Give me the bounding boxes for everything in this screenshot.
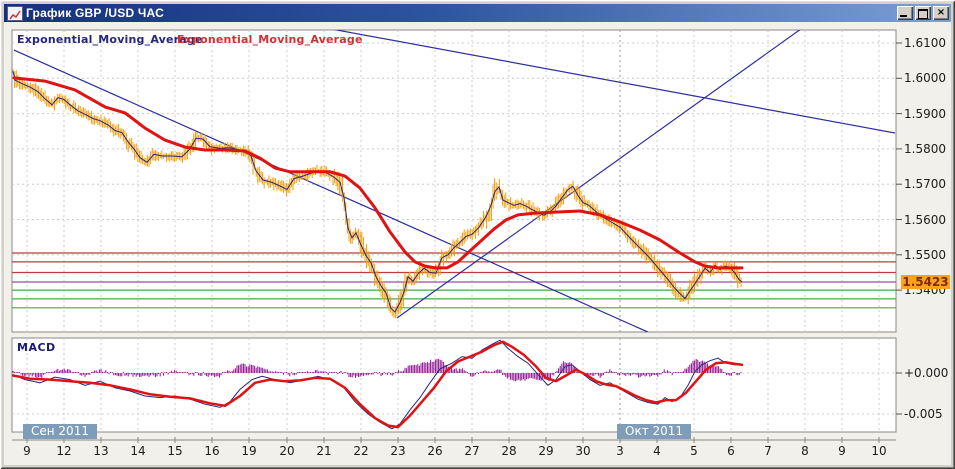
date-tick-label: 9 — [838, 444, 846, 458]
macd-indicator-label: MACD — [17, 341, 56, 354]
current-price-tag: 1.5423 — [901, 274, 950, 289]
macd-chart-area[interactable] — [12, 338, 896, 432]
price-tick-label: 1.5700 — [904, 177, 946, 192]
date-tick-label: 8 — [801, 444, 809, 458]
chart-canvas — [11, 29, 902, 443]
price-tick-label: 1.5900 — [904, 106, 946, 121]
date-tick-label: 21 — [316, 444, 332, 458]
date-tick-label: 16 — [204, 444, 220, 458]
macd-level-label: +0.000 — [904, 366, 949, 380]
minimize-button[interactable] — [897, 6, 913, 20]
date-tick-label: 22 — [353, 444, 369, 458]
window-icon[interactable] — [7, 5, 23, 21]
date-tick-label: 20 — [279, 444, 295, 458]
price-tick-label: 1.6000 — [904, 71, 946, 86]
maximize-icon — [918, 9, 928, 19]
date-tick-label: 15 — [167, 444, 183, 458]
price-tick-label: 1.5800 — [904, 141, 946, 156]
date-tick-label: 27 — [464, 444, 480, 458]
date-tick-label: 7 — [764, 444, 772, 458]
legend-ema-slow: Exponential_Moving_Average — [177, 33, 363, 46]
window-title: График GBP /USD ЧАС — [26, 6, 164, 20]
price-chart-area[interactable] — [12, 30, 896, 332]
month-badge-october: Окт 2011 — [617, 424, 692, 439]
month-badge-september: Сен 2011 — [23, 424, 97, 439]
titlebar[interactable]: График GBP /USD ЧАС × — [4, 4, 951, 22]
date-tick-label: 3 — [616, 444, 624, 458]
date-tick-label: 30 — [575, 444, 591, 458]
date-tick-label: 26 — [427, 444, 443, 458]
date-tick-label: 13 — [93, 444, 109, 458]
close-button[interactable]: × — [933, 6, 949, 20]
close-icon: × — [936, 7, 946, 18]
date-tick-label: 19 — [241, 444, 257, 458]
date-tick-label: 14 — [130, 444, 146, 458]
date-tick-label: 12 — [56, 444, 72, 458]
maximize-button[interactable] — [915, 6, 931, 20]
date-tick-label: 9 — [23, 444, 31, 458]
legend-ema-fast: Exponential_Moving_Average — [17, 33, 203, 46]
date-tick-label: 4 — [653, 444, 661, 458]
date-tick-label: 28 — [501, 444, 517, 458]
minimize-icon — [900, 15, 907, 17]
date-tick-label: 5 — [690, 444, 698, 458]
macd-level-label: -0.005 — [904, 407, 943, 421]
date-tick-label: 10 — [871, 444, 887, 458]
price-tick-label: 1.5600 — [904, 212, 946, 227]
price-tick-label: 1.5500 — [904, 247, 946, 262]
date-tick-label: 29 — [538, 444, 554, 458]
date-tick-label: 23 — [390, 444, 406, 458]
date-tick-label: 6 — [727, 444, 735, 458]
chart-client-area: Exponential_Moving_Average Exponential_M… — [4, 22, 951, 465]
price-tick-label: 1.6100 — [904, 36, 946, 50]
